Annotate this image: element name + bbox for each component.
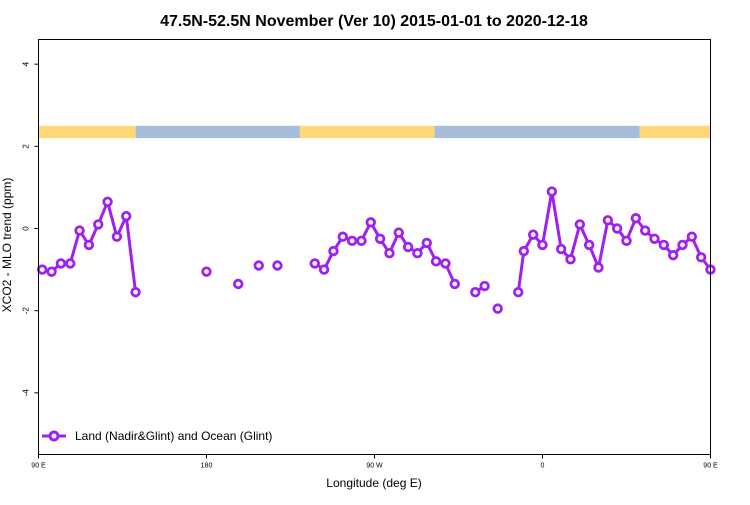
data-point [667, 250, 679, 261]
data-point [492, 303, 503, 314]
series-layer [37, 186, 716, 314]
data-point [649, 233, 660, 244]
data-point [630, 213, 642, 224]
axes: 90 E 180 90 W 0 90 E -4 -2 0 2 4 [22, 61, 719, 469]
data-point [374, 233, 386, 244]
land-ocean-band [38, 125, 711, 139]
data-point [346, 235, 358, 247]
legend: Land (Nadir&Glint) and Ocean (Glint) [42, 429, 272, 443]
x-tick-label: 90 W [366, 463, 383, 470]
data-point [565, 254, 576, 265]
data-point [546, 186, 558, 197]
data-point [402, 241, 414, 253]
data-point [658, 239, 670, 251]
data-point [74, 225, 85, 236]
data-point [602, 215, 614, 226]
data-point [555, 243, 567, 255]
data-point [527, 229, 539, 240]
y-axis-label: XCO2 - MLO trend (ppm) [0, 178, 14, 313]
ocean-segment [434, 125, 640, 139]
data-point [384, 247, 395, 259]
x-tick-label: 0 [541, 463, 545, 470]
data-point [37, 264, 48, 275]
land-segment [38, 125, 136, 139]
chart-title: 47.5N-52.5N November (Ver 10) 2015-01-01… [160, 13, 588, 30]
data-point [621, 235, 632, 247]
legend-swatch-marker [48, 430, 60, 442]
land-segment [639, 125, 711, 139]
data-point [470, 286, 481, 298]
ocean-segment [135, 125, 300, 139]
data-point [201, 266, 212, 277]
data-point [449, 278, 460, 290]
data-point [111, 231, 123, 242]
y-tick-label: -2 [22, 307, 31, 315]
data-point [583, 239, 595, 251]
data-point [328, 245, 339, 257]
data-point [430, 256, 442, 267]
data-point [593, 262, 604, 273]
data-point [574, 219, 586, 230]
data-point [93, 219, 104, 230]
data-point [337, 231, 348, 242]
data-point [686, 231, 698, 242]
data-point [65, 258, 76, 269]
y-tick-label: 2 [22, 144, 31, 149]
x-tick-label: 90 E [703, 463, 718, 470]
data-point [611, 223, 623, 234]
plot-frame [38, 39, 711, 455]
data-point [393, 227, 404, 238]
data-point [365, 217, 376, 228]
y-tick-label: 0 [22, 226, 31, 231]
data-point [83, 239, 95, 251]
data-point [479, 280, 490, 292]
data-point [639, 225, 651, 236]
legend-label: Land (Nadir&Glint) and Ocean (Glint) [75, 429, 272, 443]
y-tick-label: -4 [22, 389, 31, 397]
data-point [121, 210, 132, 222]
series-line [516, 190, 712, 293]
x-tick-label: 180 [201, 463, 213, 470]
data-point [309, 258, 320, 269]
data-point [518, 245, 530, 257]
x-tick-label: 90 E [31, 463, 46, 470]
data-point [421, 237, 432, 249]
data-point [513, 286, 524, 298]
data-point [253, 260, 264, 271]
data-point [318, 264, 330, 275]
data-point [46, 266, 57, 277]
data-point [537, 239, 548, 251]
data-point [695, 252, 707, 263]
data-point [130, 286, 141, 298]
x-axis-label: Longitude (deg E) [326, 476, 421, 490]
y-tick-label: 4 [22, 61, 31, 66]
data-point [102, 196, 113, 208]
series-line [313, 220, 457, 285]
land-segment [299, 125, 435, 139]
data-point [677, 239, 688, 251]
data-point [440, 258, 451, 269]
data-point [272, 260, 283, 271]
data-point [412, 247, 423, 259]
data-point [233, 278, 244, 290]
data-point [55, 258, 67, 269]
data-point [356, 235, 367, 247]
